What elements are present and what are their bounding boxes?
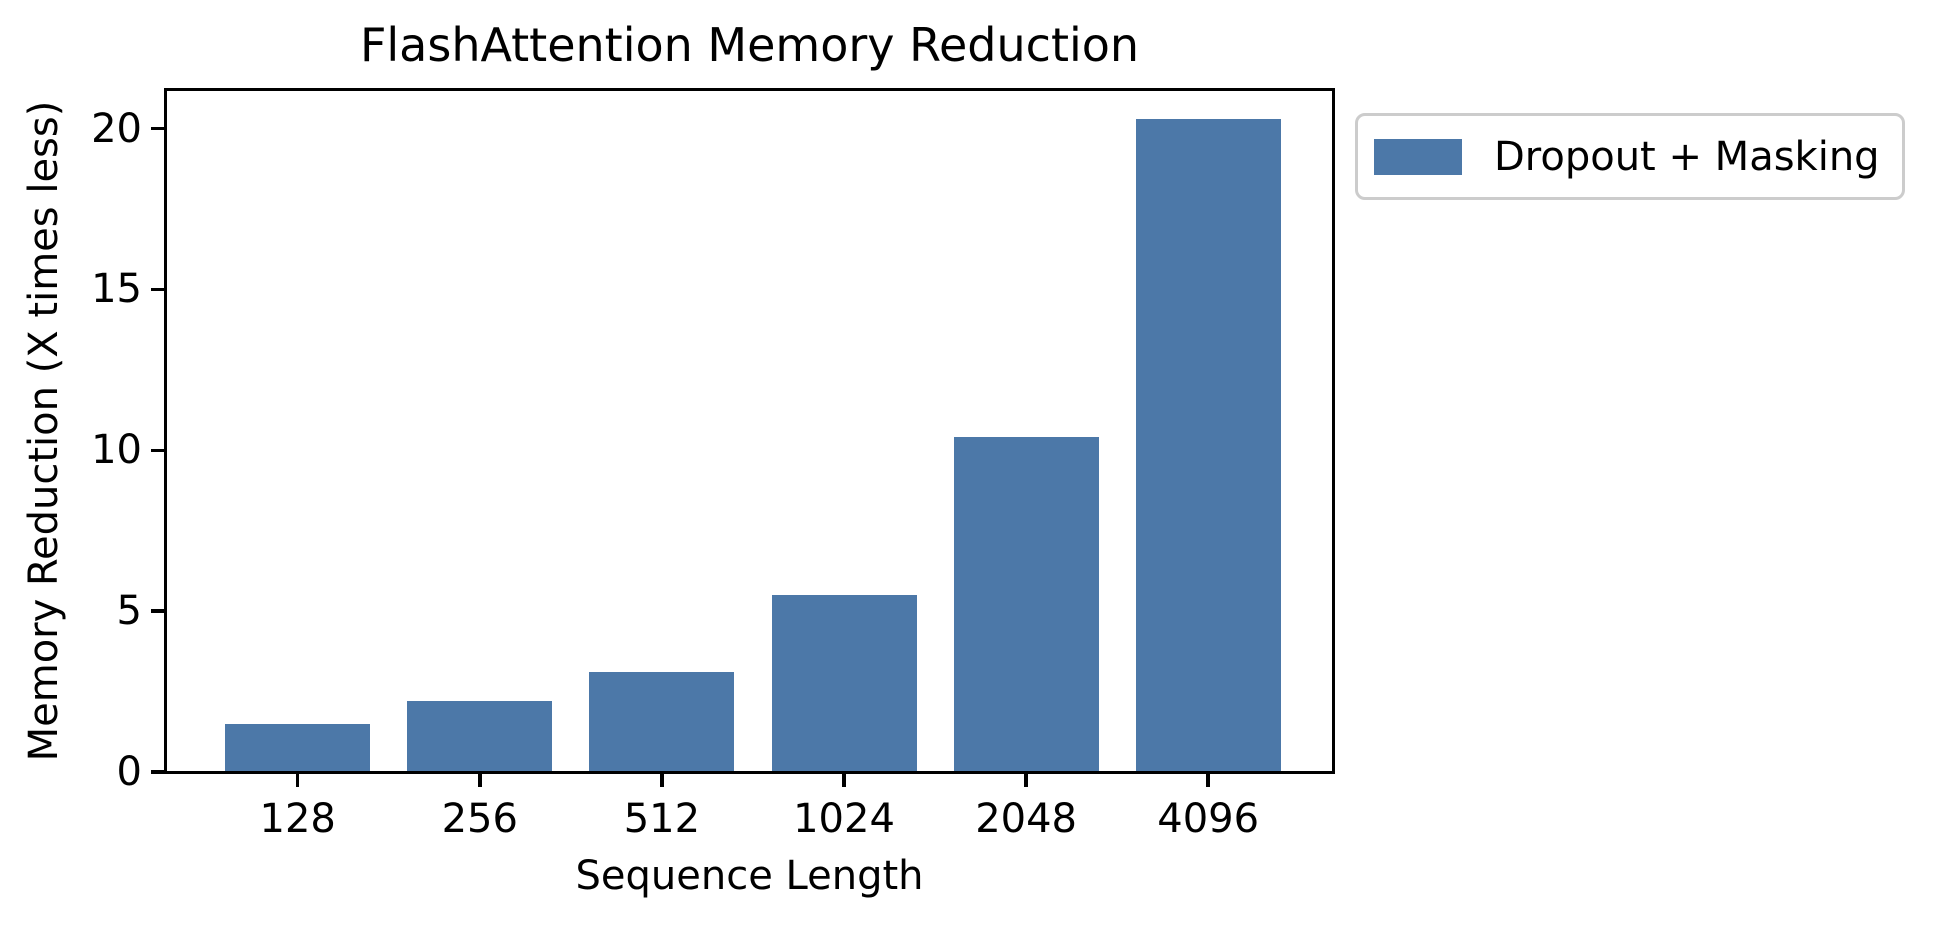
y-tick-mark <box>151 287 164 292</box>
x-tick-label: 4096 <box>1157 796 1260 842</box>
x-axis-label: Sequence Length <box>575 853 924 899</box>
legend: Dropout + Masking <box>1355 113 1905 200</box>
y-tick-label: 0 <box>116 749 142 795</box>
x-tick-label: 2048 <box>975 796 1077 842</box>
bar-512 <box>589 672 735 772</box>
x-tick-mark <box>478 774 482 787</box>
y-tick-mark <box>151 770 164 774</box>
bar-256 <box>407 701 553 772</box>
y-tick-mark <box>151 609 164 613</box>
chart-title: FlashAttention Memory Reduction <box>359 18 1140 72</box>
x-tick-mark <box>660 774 664 787</box>
x-tick-label: 512 <box>623 796 701 842</box>
x-tick-label: 256 <box>441 796 518 842</box>
y-tick-label: 5 <box>116 588 142 635</box>
bar-2048 <box>953 437 1099 772</box>
y-tick-label: 10 <box>91 427 142 474</box>
y-tick-label: 20 <box>91 105 142 152</box>
bar-128 <box>225 723 371 772</box>
bar-1024 <box>771 595 917 772</box>
y-tick-mark <box>151 448 164 453</box>
x-tick-mark <box>295 774 300 787</box>
legend-label: Dropout + Masking <box>1494 133 1880 180</box>
x-tick-label: 1024 <box>793 796 895 842</box>
y-tick-label: 15 <box>91 266 142 313</box>
bar-4096 <box>1135 118 1281 772</box>
legend-swatch-icon <box>1374 138 1462 175</box>
y-tick-mark <box>151 126 164 131</box>
x-tick-mark <box>842 774 846 787</box>
x-tick-label: 128 <box>259 796 336 842</box>
x-tick-mark <box>1206 774 1210 787</box>
x-tick-mark <box>1024 774 1028 787</box>
